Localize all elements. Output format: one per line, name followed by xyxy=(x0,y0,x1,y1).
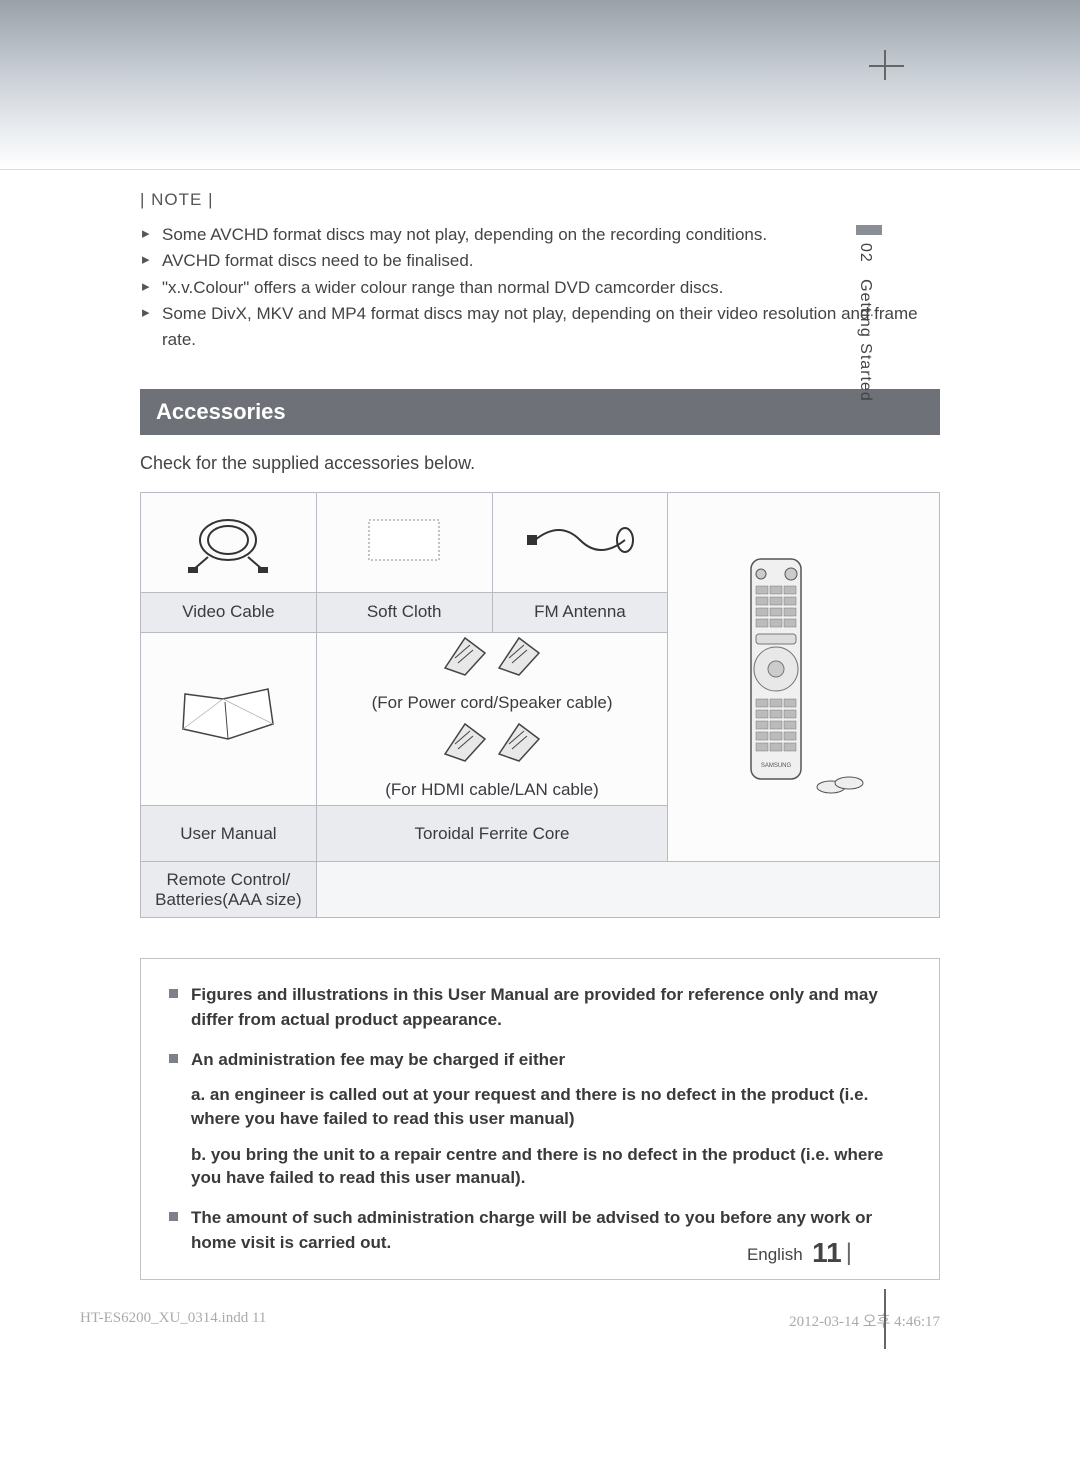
page-number: 11 xyxy=(812,1237,842,1268)
print-footer: HT-ES6200_XU_0314.indd 11 2012-03-14 오후 … xyxy=(80,1310,940,1331)
fm-antenna-label: FM Antenna xyxy=(492,592,668,632)
page-content: NOTE Some AVCHD format discs may not pla… xyxy=(0,170,1080,1280)
note-item: "x.v.Colour" offers a wider colour range… xyxy=(140,275,940,301)
note-item: AVCHD format discs need to be finalised. xyxy=(140,248,940,274)
page-footer: English 11| xyxy=(747,1237,852,1269)
remote-label-line1: Remote Control/ xyxy=(166,870,290,889)
info-list: Figures and illustrations in this User M… xyxy=(169,983,915,1255)
ferrite-icons-row2 xyxy=(317,719,668,775)
crop-mark-top xyxy=(884,50,886,80)
ferrite-icon xyxy=(494,719,544,764)
accessories-table: SAMSUNG Video Cable Soft Cloth FM Antenn… xyxy=(140,492,940,918)
info-box: Figures and illustrations in this User M… xyxy=(140,958,940,1280)
ferrite-label: Toroidal Ferrite Core xyxy=(316,806,668,862)
ferrite-line2: (For HDMI cable/LAN cable) xyxy=(317,775,668,806)
info-sublist: a. an engineer is called out at your req… xyxy=(191,1083,915,1190)
note-list: Some AVCHD format discs may not play, de… xyxy=(140,222,940,354)
info-text: An administration fee may be charged if … xyxy=(191,1050,565,1069)
print-file: HT-ES6200_XU_0314.indd 11 xyxy=(80,1310,266,1331)
header-gradient xyxy=(0,0,1080,170)
cloth-icon xyxy=(359,510,449,570)
page-bar: | xyxy=(846,1239,852,1267)
battery-icon xyxy=(811,769,871,799)
info-item: An administration fee may be charged if … xyxy=(169,1048,915,1190)
antenna-icon xyxy=(525,515,635,565)
soft-cloth-image xyxy=(316,492,492,592)
manual-icon xyxy=(173,674,283,754)
info-subitem: b. you bring the unit to a repair centre… xyxy=(191,1143,915,1191)
print-date: 2012-03-14 오후 4:46:17 xyxy=(789,1310,940,1331)
video-cable-image xyxy=(141,492,317,592)
info-item: Figures and illustrations in this User M… xyxy=(169,983,915,1032)
section-subtitle: Check for the supplied accessories below… xyxy=(140,453,940,474)
ferrite-icons-row1 xyxy=(317,633,668,689)
remote-image-cell: SAMSUNG xyxy=(668,492,940,861)
ferrite-line1: (For Power cord/Speaker cable) xyxy=(317,688,668,719)
note-title: NOTE xyxy=(140,190,940,210)
note-item: Some AVCHD format discs may not play, de… xyxy=(140,222,940,248)
video-cable-label: Video Cable xyxy=(141,592,317,632)
page-lang: English xyxy=(747,1245,803,1264)
ferrite-image: (For Power cord/Speaker cable) (For HDMI… xyxy=(316,632,668,805)
note-item: Some DivX, MKV and MP4 format discs may … xyxy=(140,301,940,354)
user-manual-image xyxy=(141,632,317,805)
ferrite-icon xyxy=(440,719,490,764)
ferrite-icon xyxy=(494,633,544,678)
ferrite-icon xyxy=(440,633,490,678)
crop-mark-bottom xyxy=(884,1289,886,1349)
info-text: Figures and illustrations in this User M… xyxy=(191,985,878,1029)
soft-cloth-label: Soft Cloth xyxy=(316,592,492,632)
section-heading: Accessories xyxy=(140,389,940,435)
note-block: NOTE Some AVCHD format discs may not pla… xyxy=(140,190,940,354)
remote-icon: SAMSUNG xyxy=(736,554,816,794)
svg-text:SAMSUNG: SAMSUNG xyxy=(761,763,792,769)
remote-label-line2: Batteries(AAA size) xyxy=(155,890,301,909)
fm-antenna-image xyxy=(492,492,668,592)
remote-label: Remote Control/ Batteries(AAA size) xyxy=(141,862,317,918)
user-manual-label: User Manual xyxy=(141,806,317,862)
info-subitem: a. an engineer is called out at your req… xyxy=(191,1083,915,1131)
cable-icon xyxy=(178,505,278,575)
